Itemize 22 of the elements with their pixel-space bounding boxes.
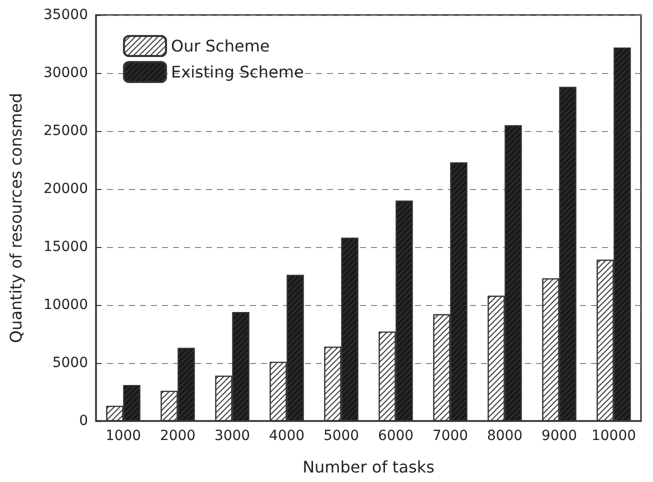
y-tick-label: 25000	[43, 123, 88, 139]
x-tick-label: 10000	[591, 428, 636, 444]
x-tick-label: 4000	[268, 428, 305, 444]
y-tick-label: 10000	[43, 297, 88, 313]
x-tick-label: 8000	[486, 428, 523, 444]
x-tick-label: 6000	[378, 428, 414, 444]
y-tick-label: 5000	[52, 355, 88, 371]
x-axis-title: Number of tasks	[302, 458, 434, 476]
y-tick-label: 30000	[43, 65, 88, 81]
x-tick-label: 3000	[214, 428, 250, 444]
x-tick-label: 1000	[105, 428, 142, 444]
y-tick-label: 15000	[43, 239, 88, 255]
x-tick-label: 7000	[432, 428, 468, 444]
y-tick-label: 35000	[43, 7, 88, 23]
legend-label: Our Scheme	[171, 36, 270, 56]
y-tick-label: 20000	[43, 181, 88, 197]
x-tick-label: 2000	[160, 428, 196, 444]
x-tick-label: 5000	[323, 428, 360, 444]
y-tick-label: 0	[79, 413, 88, 429]
y-axis-title: Quantity of resources consmed	[6, 92, 26, 344]
x-tick-label: 9000	[541, 428, 578, 444]
legend-label: Existing Scheme	[171, 62, 304, 82]
